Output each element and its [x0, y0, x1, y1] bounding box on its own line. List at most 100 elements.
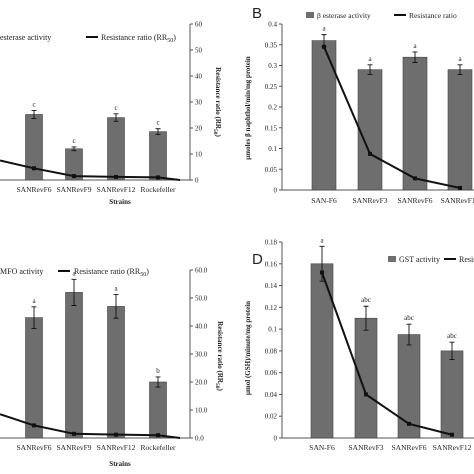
y-tick-label: 0.02: [265, 413, 278, 421]
y-tick-label: 0.4: [268, 21, 277, 29]
panel-a: 0 10 20 30 40 50 60 c c c c SANRevF6 SANRevF9 SANRe…: [0, 0, 232, 232]
x-tick-label: SANRevF12: [97, 185, 136, 194]
x-tick-label: SANRevF9: [56, 443, 91, 452]
significance-letter: a: [368, 55, 372, 63]
x-axis-title: Strains: [109, 460, 131, 468]
y-tick-label: 0.06: [265, 369, 278, 377]
line-point: [156, 175, 160, 180]
line-point: [32, 423, 36, 428]
error-bar: [113, 294, 119, 319]
y-tick-label: 60.0: [195, 267, 208, 275]
significance-letter: c: [156, 119, 159, 127]
x-tick-label: SANRevF3: [352, 196, 387, 205]
y-tick-label: 0.1: [268, 326, 277, 334]
x-tick-label: SANRevF6: [391, 443, 426, 452]
y-tick-label: 0: [274, 187, 278, 195]
y-axis-title-right: Resistance ratio (RR50): [214, 321, 224, 391]
significance-letter: a: [114, 285, 118, 293]
x-tick-label: SANRevF12: [433, 443, 472, 452]
x-tick-label: SANRevF6: [16, 443, 51, 452]
y-tick-label: 0.25: [265, 83, 278, 91]
legend-line-label: Resistance ratio: [409, 11, 457, 20]
legend-line-label: Resistance ratio (RR50): [101, 33, 176, 44]
series-line: [323, 46, 461, 189]
x-tick-label: SANRevF9: [56, 185, 91, 194]
legend-bar-label: GST activity: [399, 255, 440, 264]
panel-d: D 0 0.02 0.04 0.06 0.08 0.1 0.12 0.14 0.16 0.18 a…: [238, 238, 474, 474]
y-tick-label: 10: [195, 151, 203, 159]
line-point: [450, 432, 454, 437]
y-tick-label: 30.0: [195, 351, 208, 359]
error-bar: [71, 278, 77, 306]
x-tick-label: SAN-F6: [309, 443, 335, 452]
bar: [440, 350, 464, 439]
bar: [357, 69, 383, 191]
y-tick-label: 0: [195, 177, 199, 185]
error-bar: [406, 323, 412, 346]
y-tick-label: 0.1: [268, 145, 277, 153]
panel-b: B 0 0.05 0.1 0.15 0.2 0.25 0.3 0.35 0.4 a a a a SAN…: [238, 0, 474, 232]
y-tick-label: 20.0: [195, 379, 208, 387]
bar: [65, 292, 83, 439]
series-line: [321, 272, 453, 436]
legend: GST activity Resistam: [388, 255, 474, 264]
line-point: [322, 44, 326, 49]
y-tick-label: 30: [195, 99, 203, 107]
error-bar: [155, 376, 161, 388]
bar: [447, 69, 473, 191]
error-bar: [71, 146, 77, 152]
y-tick-label: 0.14: [265, 282, 278, 290]
y-tick-label: 50.0: [195, 295, 208, 303]
panel-letter-d: D: [252, 251, 263, 268]
significance-letter: abc: [361, 296, 371, 304]
legend-bar-label: esterase activity: [0, 33, 51, 42]
y-tick-label: 0.15: [265, 124, 278, 132]
x-axis-title: Strains: [109, 198, 131, 206]
error-bar: [113, 113, 119, 122]
y-axis-title: μmol (GSH)/minute/mg protein: [244, 301, 252, 395]
legend-line-label: Resistance ratio (RR50): [74, 267, 149, 278]
line-point: [156, 433, 160, 438]
y-tick-label: 10.0: [195, 407, 208, 415]
series-line: [0, 413, 181, 439]
legend-bar-label: MFO activity: [0, 267, 43, 276]
significance-letter: c: [72, 137, 75, 145]
x-tick-label: SANRevF6: [397, 196, 432, 205]
y-tick-label: 0.0: [195, 435, 204, 443]
line-point: [413, 176, 417, 181]
significance-letter: a: [72, 269, 76, 277]
panel-c: 0.0 10.0 20.0 30.0 40.0 50.0 60.0 a a a b SANRevF…: [0, 238, 232, 474]
x-tick-label: SANRevF12: [441, 196, 474, 205]
legend-bar-label: β esterase activity: [317, 11, 371, 20]
error-bar: [412, 51, 418, 63]
error-bar: [155, 128, 161, 135]
y-tick-label: 0.35: [265, 41, 278, 49]
line-point: [114, 174, 118, 179]
line-point: [114, 432, 118, 437]
error-bar: [457, 64, 463, 75]
line-point: [72, 174, 76, 179]
y-tick-label: 50: [195, 47, 203, 55]
line-point: [364, 392, 368, 397]
y-tick-label: 0.05: [265, 166, 278, 174]
y-tick-label: 0.12: [265, 304, 278, 312]
x-tick-label: SANRevF6: [16, 185, 51, 194]
line-point: [458, 185, 462, 190]
legend: β esterase activity Resistance ratio: [306, 11, 457, 20]
legend-bar-swatch: [306, 12, 314, 18]
y-tick-label: 0.3: [268, 62, 277, 70]
significance-letter: c: [32, 101, 35, 109]
line-point: [32, 166, 36, 171]
bar: [107, 306, 125, 439]
legend-bar-swatch: [388, 256, 396, 262]
significance-letter: c: [114, 104, 117, 112]
error-bar: [363, 305, 369, 331]
y-tick-label: 0: [274, 435, 278, 443]
x-tick-label: Rockefeller: [141, 443, 176, 452]
bar: [402, 56, 428, 191]
y-tick-label: 0.04: [265, 391, 278, 399]
legend-line-label: Resistam: [459, 255, 474, 264]
y-tick-label: 0.2: [268, 104, 277, 112]
error-bar: [449, 341, 455, 361]
legend: MFO activity Resistance ratio (RR50): [0, 267, 149, 278]
